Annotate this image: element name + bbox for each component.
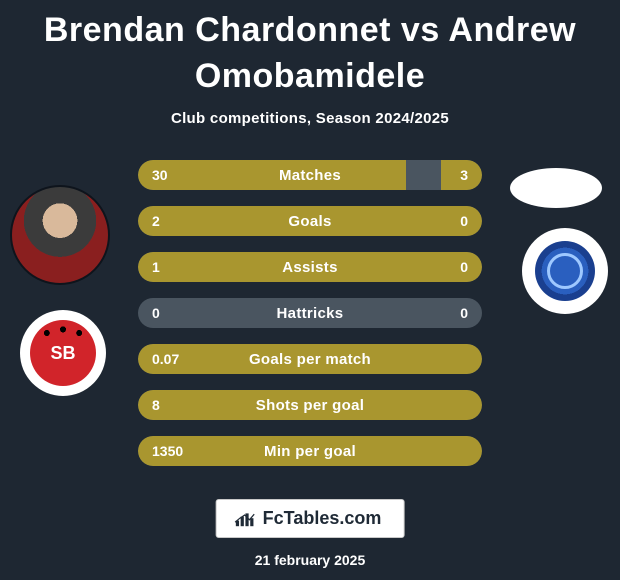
stat-row: 8Shots per goal (138, 390, 482, 420)
site-prefix: Fc (263, 508, 284, 528)
bar-chart-icon (235, 511, 255, 527)
stat-row: 0.07Goals per match (138, 344, 482, 374)
stat-label: Hattricks (208, 305, 412, 322)
site-badge[interactable]: FcTables.com (216, 499, 405, 538)
stat-value-left: 0.07 (138, 351, 208, 367)
stat-value-right: 0 (412, 213, 482, 229)
stat-label: Goals per match (208, 351, 412, 368)
page-title: Brendan Chardonnet vs Andrew Omobamidele (0, 0, 620, 100)
stats-list: 30Matches32Goals01Assists00Hattricks00.0… (138, 160, 482, 466)
stat-value-right: 0 (412, 305, 482, 321)
footer-date: 21 february 2025 (0, 552, 620, 568)
stat-value-left: 30 (138, 167, 208, 183)
club-left-abbrev: SB (50, 343, 75, 364)
stat-row: 2Goals0 (138, 206, 482, 236)
stat-label: Goals (208, 213, 412, 230)
stat-value-left: 1 (138, 259, 208, 275)
stat-row: 1350Min per goal (138, 436, 482, 466)
player-right-avatar (510, 168, 602, 208)
stat-label: Min per goal (208, 443, 412, 460)
stat-label: Assists (208, 259, 412, 276)
club-left-inner: SB (30, 320, 96, 386)
subtitle: Club competitions, Season 2024/2025 (0, 110, 620, 127)
stat-value-right: 0 (412, 259, 482, 275)
title-line-2: Omobamidele (195, 57, 425, 95)
stat-value-left: 2 (138, 213, 208, 229)
site-name: FcTables.com (263, 508, 382, 529)
stat-value-left: 0 (138, 305, 208, 321)
stat-row: 30Matches3 (138, 160, 482, 190)
stat-value-left: 1350 (138, 443, 208, 459)
stat-value-left: 8 (138, 397, 208, 413)
player-right-club-badge (522, 228, 608, 314)
stat-row: 1Assists0 (138, 252, 482, 282)
player-left-club-badge: SB (20, 310, 106, 396)
title-line-1: Brendan Chardonnet vs Andrew (44, 11, 576, 49)
player-left-avatar (10, 185, 110, 285)
stat-label: Shots per goal (208, 397, 412, 414)
site-suffix: Tables.com (284, 508, 382, 528)
stat-value-right: 3 (412, 167, 482, 183)
club-right-inner (535, 241, 595, 301)
stat-label: Matches (208, 167, 412, 184)
stat-row: 0Hattricks0 (138, 298, 482, 328)
